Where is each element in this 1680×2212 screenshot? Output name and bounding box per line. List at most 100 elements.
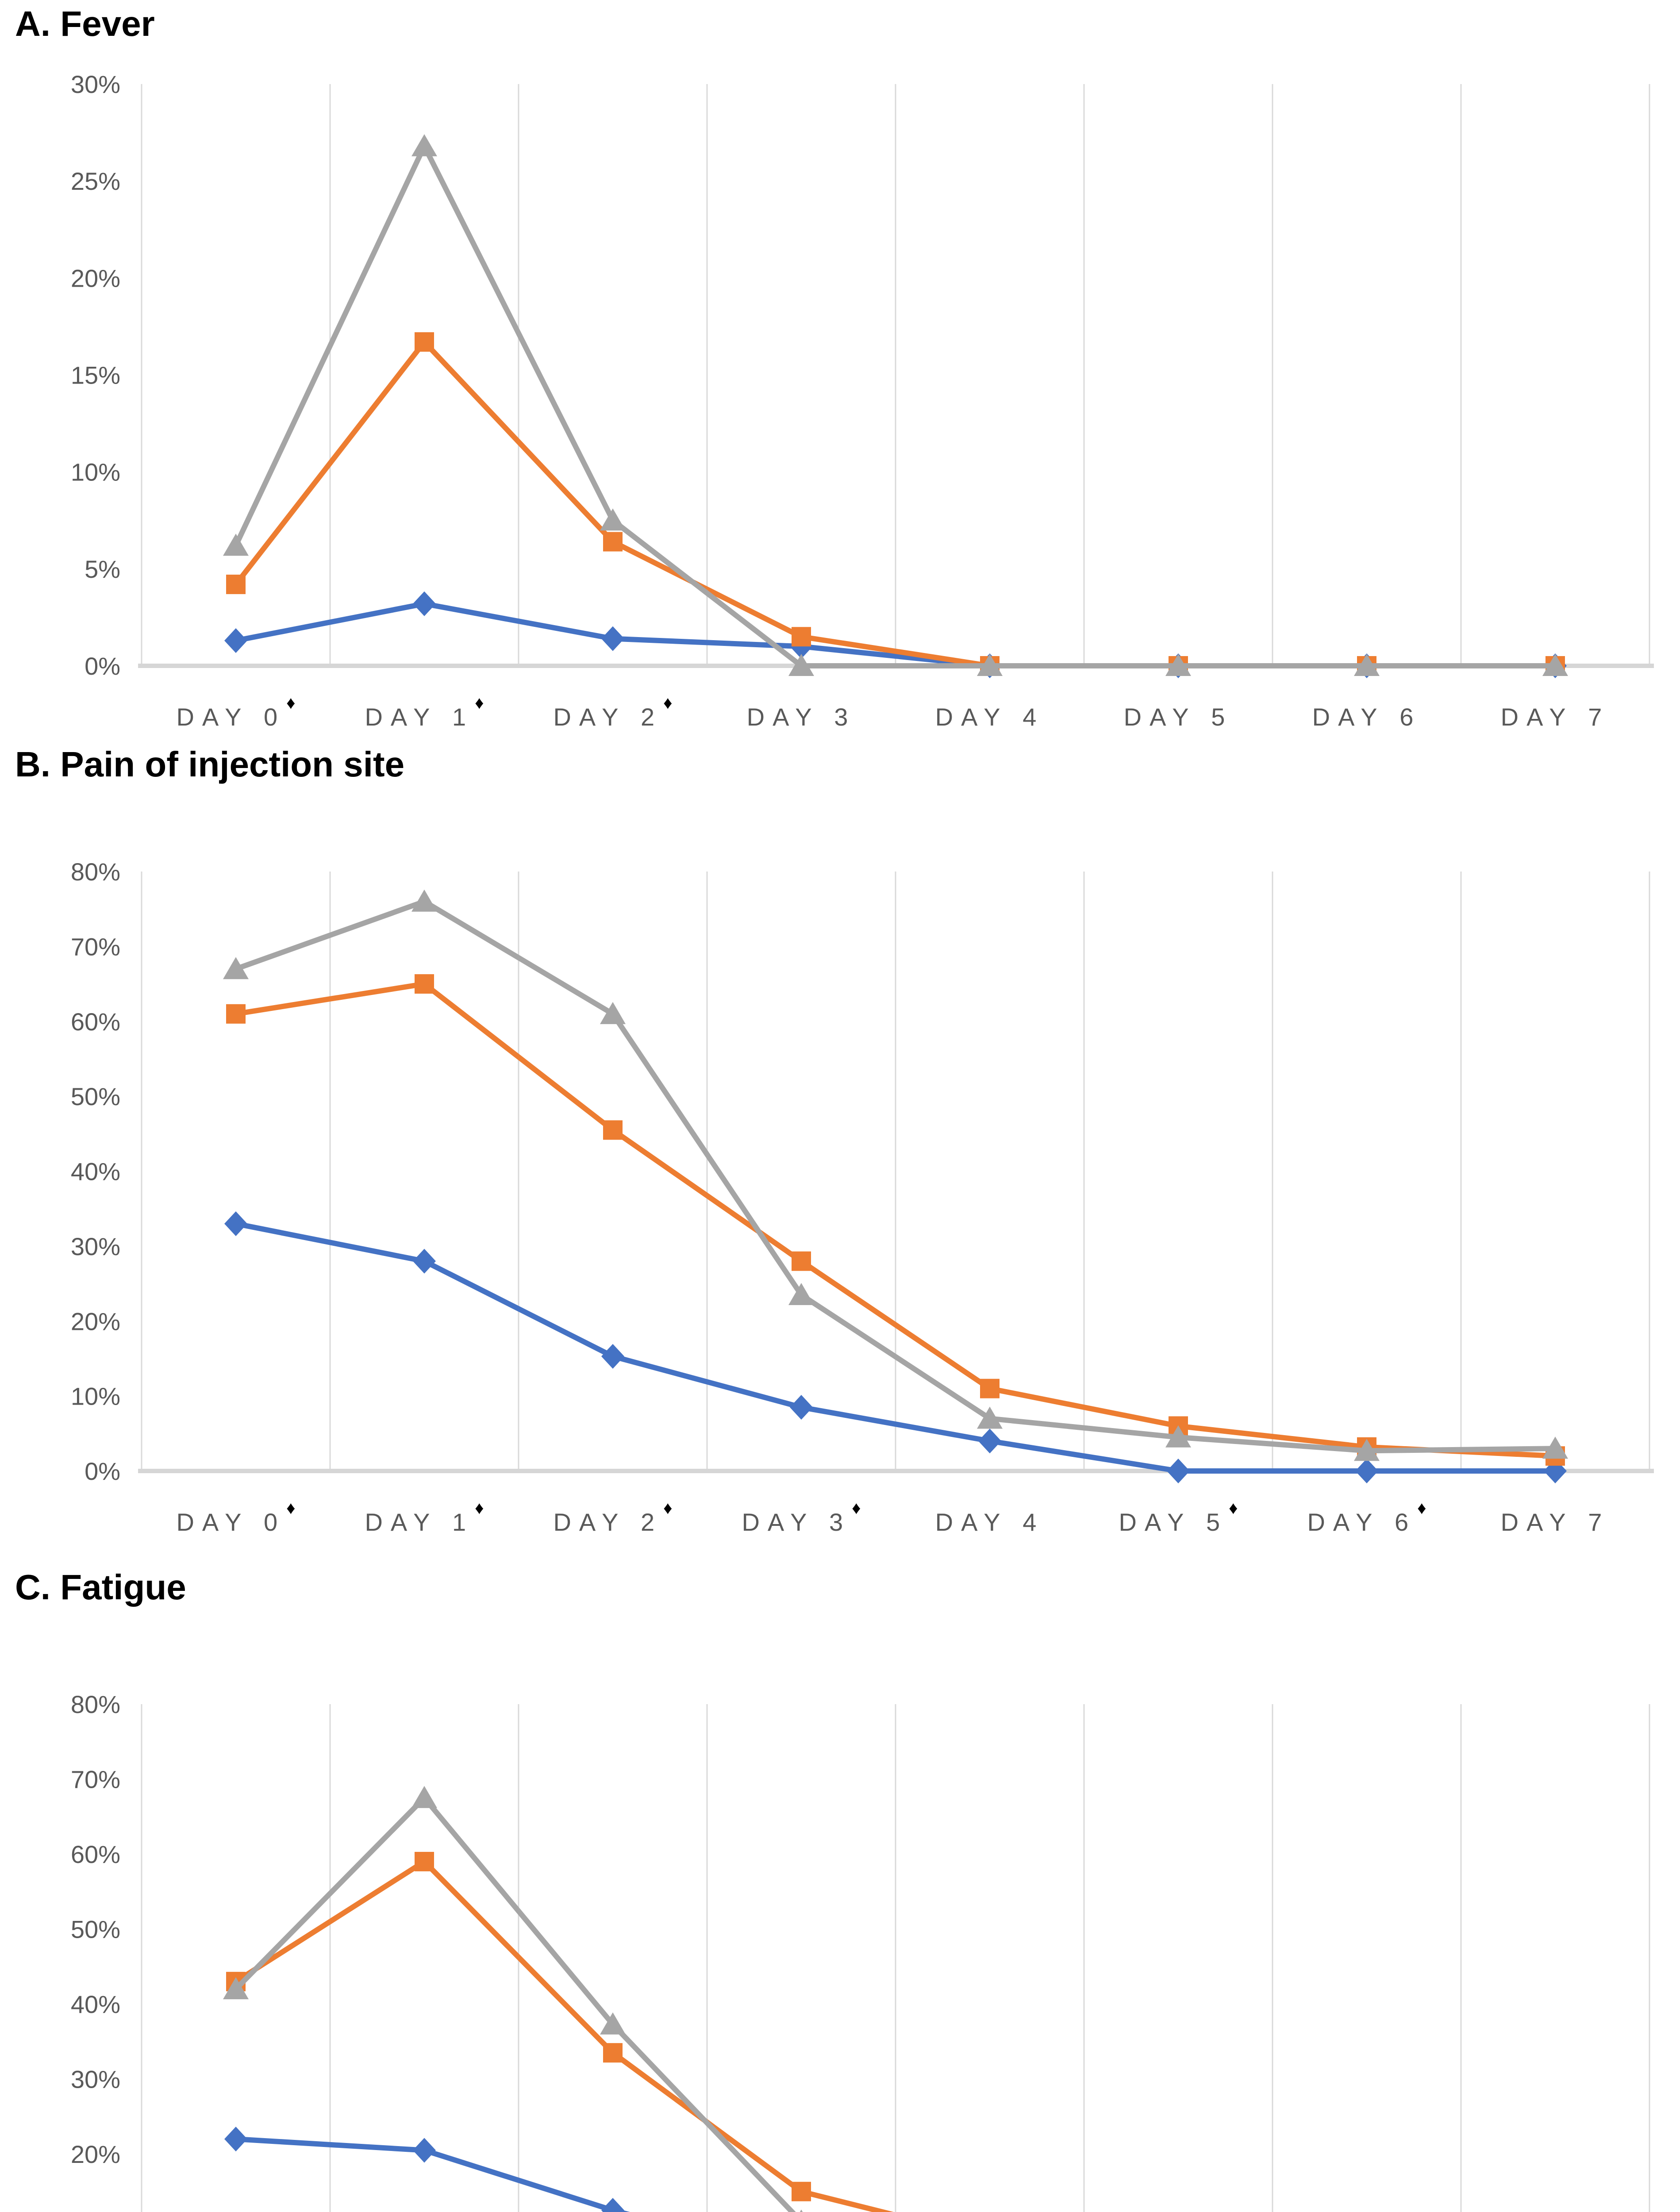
data-point-square [603,2043,623,2063]
x-tick-label: DAY 4 [935,1508,1045,1536]
footnote-mark: ♦ [1229,1498,1238,1518]
data-point-diamond [224,1211,247,1237]
x-tick-label: DAY 1♦ [365,693,484,731]
data-point-diamond [413,591,436,616]
data-point-diamond [1355,1459,1378,1483]
data-point-square [603,532,623,552]
data-point-square [603,1120,623,1140]
data-point-square [792,2181,811,2201]
data-point-triangle [600,2012,626,2035]
data-point-triangle [1542,1436,1568,1459]
data-point-triangle [223,957,249,979]
y-tick-label: 15% [71,361,120,389]
y-tick-label: 60% [71,1008,120,1036]
data-point-triangle [788,654,814,676]
data-point-square [980,1379,1000,1398]
y-tick-label: 30% [71,2066,120,2093]
data-point-triangle [977,654,1003,676]
x-tick-label: DAY 6♦ [1307,1498,1426,1536]
y-tick-label: 30% [71,70,120,98]
data-point-diamond [1167,1459,1190,1483]
y-tick-label: 30% [71,1233,120,1260]
data-point-square [415,332,434,352]
series-line [233,143,1558,668]
x-tick-label: DAY 7 [1501,1508,1610,1536]
x-tick-label: DAY 5♦ [1119,1498,1238,1536]
data-point-square [226,1004,246,1024]
panel-c-chart: 0%10%20%30%40%50%60%70%80%DAY 0♦DAY 1♦DA… [0,1685,1680,2212]
data-point-square [415,974,434,994]
data-point-triangle [1542,654,1568,676]
data-point-triangle [1165,1425,1191,1448]
footnote-mark: ♦ [663,1498,672,1518]
series-line [233,899,1558,1454]
x-tick-label: DAY 0♦ [176,693,295,731]
x-tick-label: DAY 0♦ [176,1498,295,1536]
data-point-triangle [1354,1439,1380,1461]
data-point-triangle [977,1406,1003,1429]
y-tick-label: 40% [71,1158,120,1186]
x-tick-label: DAY 6 [1312,703,1422,731]
data-point-diamond [601,1344,624,1369]
y-tick-label: 20% [71,2140,120,2168]
data-point-diamond [413,2138,436,2163]
data-point-triangle [411,1786,437,1808]
y-tick-label: 10% [71,458,120,486]
x-tick-label: DAY 4 [935,703,1045,731]
y-tick-label: 25% [71,167,120,195]
series-iiv4-alone [224,1211,1567,1483]
data-point-triangle [600,508,626,531]
y-tick-label: 20% [71,1307,120,1335]
data-point-triangle [411,134,437,157]
series-line [233,2136,630,2212]
footnote-mark: ♦ [475,1498,484,1518]
y-tick-label: 70% [71,933,120,960]
data-point-triangle [223,534,249,556]
data-point-diamond [790,1395,813,1420]
series-bnt162b2-iiv4 [226,1851,894,2212]
series-line [233,1795,796,2212]
panel-c-title: C. Fatigue [15,1567,186,1607]
x-tick-label: DAY 3 [747,703,856,731]
y-tick-label: 10% [71,1382,120,1410]
chart-canvas: 0% 5% 10% 15% 20% 25% 30% DAY 0♦ DAY 1♦ DAY 2♦ DAY… [71,70,1654,731]
series-iiv4-alone [224,2127,630,2212]
data-point-diamond [601,2198,624,2212]
data-point-triangle [788,1283,814,1305]
x-tick-label: DAY 1♦ [365,1498,484,1536]
data-point-square [792,627,811,647]
data-point-diamond [224,2127,247,2152]
x-tick-label: DAY 2♦ [553,1498,672,1536]
y-tick-label: 0% [85,1457,120,1485]
panel-a-chart: 0% 5% 10% 15% 20% 25% 30% DAY 0♦ DAY 1♦ DAY 2♦ DAY… [0,66,1680,757]
panel-a-title: A. Fever [15,4,155,43]
data-point-triangle [800,2209,803,2212]
data-point-square [792,1251,811,1271]
y-tick-label: 60% [71,1840,120,1868]
panel-b-chart: 0% 10% 20% 30% 40% 50% 60% 70% 80% DAY 0♦ DAY 1♦ DA… [0,852,1680,1542]
y-tick-label: 70% [71,1766,120,1793]
footnote-mark: ♦ [286,1498,295,1518]
y-tick-label: 80% [71,1690,120,1718]
chart-canvas: 0%10%20%30%40%50%60%70%80%DAY 0♦DAY 1♦DA… [71,1690,1650,2212]
y-tick-label: 80% [71,858,120,886]
y-tick-label: 20% [71,264,120,292]
data-point-square [226,574,246,594]
footnote-mark: ♦ [475,693,484,713]
x-tick-label: DAY 3♦ [742,1498,861,1536]
y-tick-label: 40% [71,1990,120,2018]
data-point-square [415,1851,434,1871]
data-point-diamond [224,628,247,653]
y-tick-label: 50% [71,1083,120,1110]
series-bnt162bb2-alone [223,134,1568,676]
footnote-mark: ♦ [852,1498,861,1518]
footnote-mark: ♦ [286,693,295,713]
x-tick-label: DAY 2♦ [553,693,672,731]
x-tick-label: DAY 5 [1124,703,1233,731]
panel-b-title: B. Pain of injection site [15,745,405,784]
series-line [233,981,1558,1459]
y-tick-label: 0% [85,652,120,680]
data-point-diamond [978,1429,1001,1454]
footnote-mark: ♦ [1417,1498,1426,1518]
